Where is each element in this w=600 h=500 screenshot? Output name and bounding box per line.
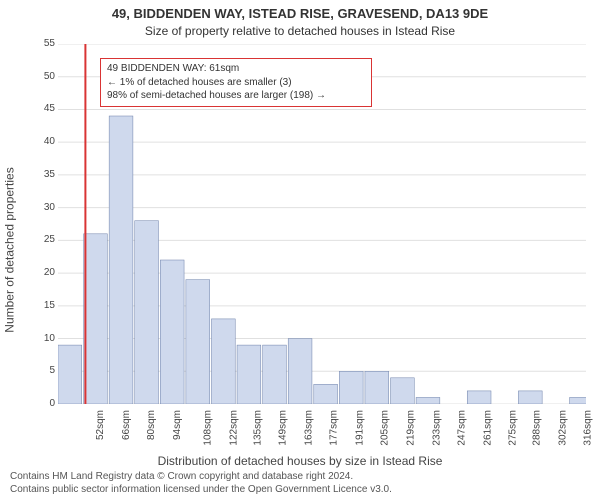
x-tick-label: 80sqm	[146, 410, 157, 440]
histogram-bar	[160, 260, 184, 404]
histogram-bar	[237, 345, 261, 404]
annotation-box: 49 BIDDENDEN WAY: 61sqm ← 1% of detached…	[100, 58, 372, 107]
y-axis-label: Number of detached properties	[3, 167, 17, 332]
x-tick-label: 261sqm	[482, 410, 493, 446]
histogram-bar	[288, 339, 312, 404]
x-tick-label: 205sqm	[380, 410, 391, 446]
x-tick-label: 94sqm	[172, 410, 183, 440]
chart-title-main: 49, BIDDENDEN WAY, ISTEAD RISE, GRAVESEN…	[0, 6, 600, 21]
x-tick-label: 52sqm	[95, 410, 106, 440]
histogram-bar	[314, 384, 338, 404]
histogram-bar	[518, 391, 542, 404]
y-axis-label-wrap: Number of detached properties	[2, 0, 18, 500]
y-tick-label: 20	[25, 267, 55, 278]
histogram-bar	[135, 221, 159, 404]
y-tick-label: 50	[25, 71, 55, 82]
annotation-line1: 49 BIDDENDEN WAY: 61sqm	[107, 62, 365, 76]
annotation-line3: 98% of semi-detached houses are larger (…	[107, 89, 365, 103]
x-tick-label: 177sqm	[329, 410, 340, 446]
x-tick-label: 288sqm	[532, 410, 543, 446]
x-tick-label: 316sqm	[583, 410, 594, 446]
x-tick-label: 149sqm	[278, 410, 289, 446]
x-tick-label: 108sqm	[203, 410, 214, 446]
histogram-bar	[339, 371, 363, 404]
x-tick-label: 163sqm	[303, 410, 314, 446]
histogram-bar	[58, 345, 82, 404]
histogram-bar	[211, 319, 235, 404]
chart-title-sub: Size of property relative to detached ho…	[0, 24, 600, 38]
y-tick-label: 5	[25, 365, 55, 376]
footer-line2: Contains public sector information licen…	[10, 484, 392, 497]
y-tick-label: 40	[25, 136, 55, 147]
histogram-bar	[416, 397, 440, 404]
annotation-line2: ← 1% of detached houses are smaller (3)	[107, 76, 365, 90]
y-tick-label: 45	[25, 103, 55, 114]
histogram-bar	[263, 345, 287, 404]
x-tick-label: 135sqm	[252, 410, 263, 446]
y-tick-label: 25	[25, 234, 55, 245]
x-tick-label: 66sqm	[121, 410, 132, 440]
y-tick-label: 35	[25, 169, 55, 180]
x-tick-label: 247sqm	[457, 410, 468, 446]
chart-container: 49, BIDDENDEN WAY, ISTEAD RISE, GRAVESEN…	[0, 0, 600, 500]
histogram-bar	[570, 397, 586, 404]
footer: Contains HM Land Registry data © Crown c…	[10, 471, 392, 496]
histogram-bar	[186, 280, 210, 404]
histogram-bar	[109, 116, 133, 404]
histogram-bar	[365, 371, 389, 404]
histogram-bar	[391, 378, 415, 404]
histogram-bar	[467, 391, 491, 404]
histogram-bar	[84, 234, 108, 404]
footer-line1: Contains HM Land Registry data © Crown c…	[10, 471, 392, 484]
x-axis-label: Distribution of detached houses by size …	[0, 454, 600, 468]
y-tick-label: 55	[25, 38, 55, 49]
y-tick-label: 30	[25, 202, 55, 213]
y-tick-label: 15	[25, 300, 55, 311]
x-tick-label: 191sqm	[354, 410, 365, 446]
y-tick-label: 10	[25, 333, 55, 344]
x-tick-label: 302sqm	[557, 410, 568, 446]
x-tick-label: 122sqm	[228, 410, 239, 446]
x-tick-label: 275sqm	[508, 410, 519, 446]
x-tick-label: 219sqm	[406, 410, 417, 446]
y-tick-label: 0	[25, 398, 55, 409]
x-tick-label: 233sqm	[431, 410, 442, 446]
